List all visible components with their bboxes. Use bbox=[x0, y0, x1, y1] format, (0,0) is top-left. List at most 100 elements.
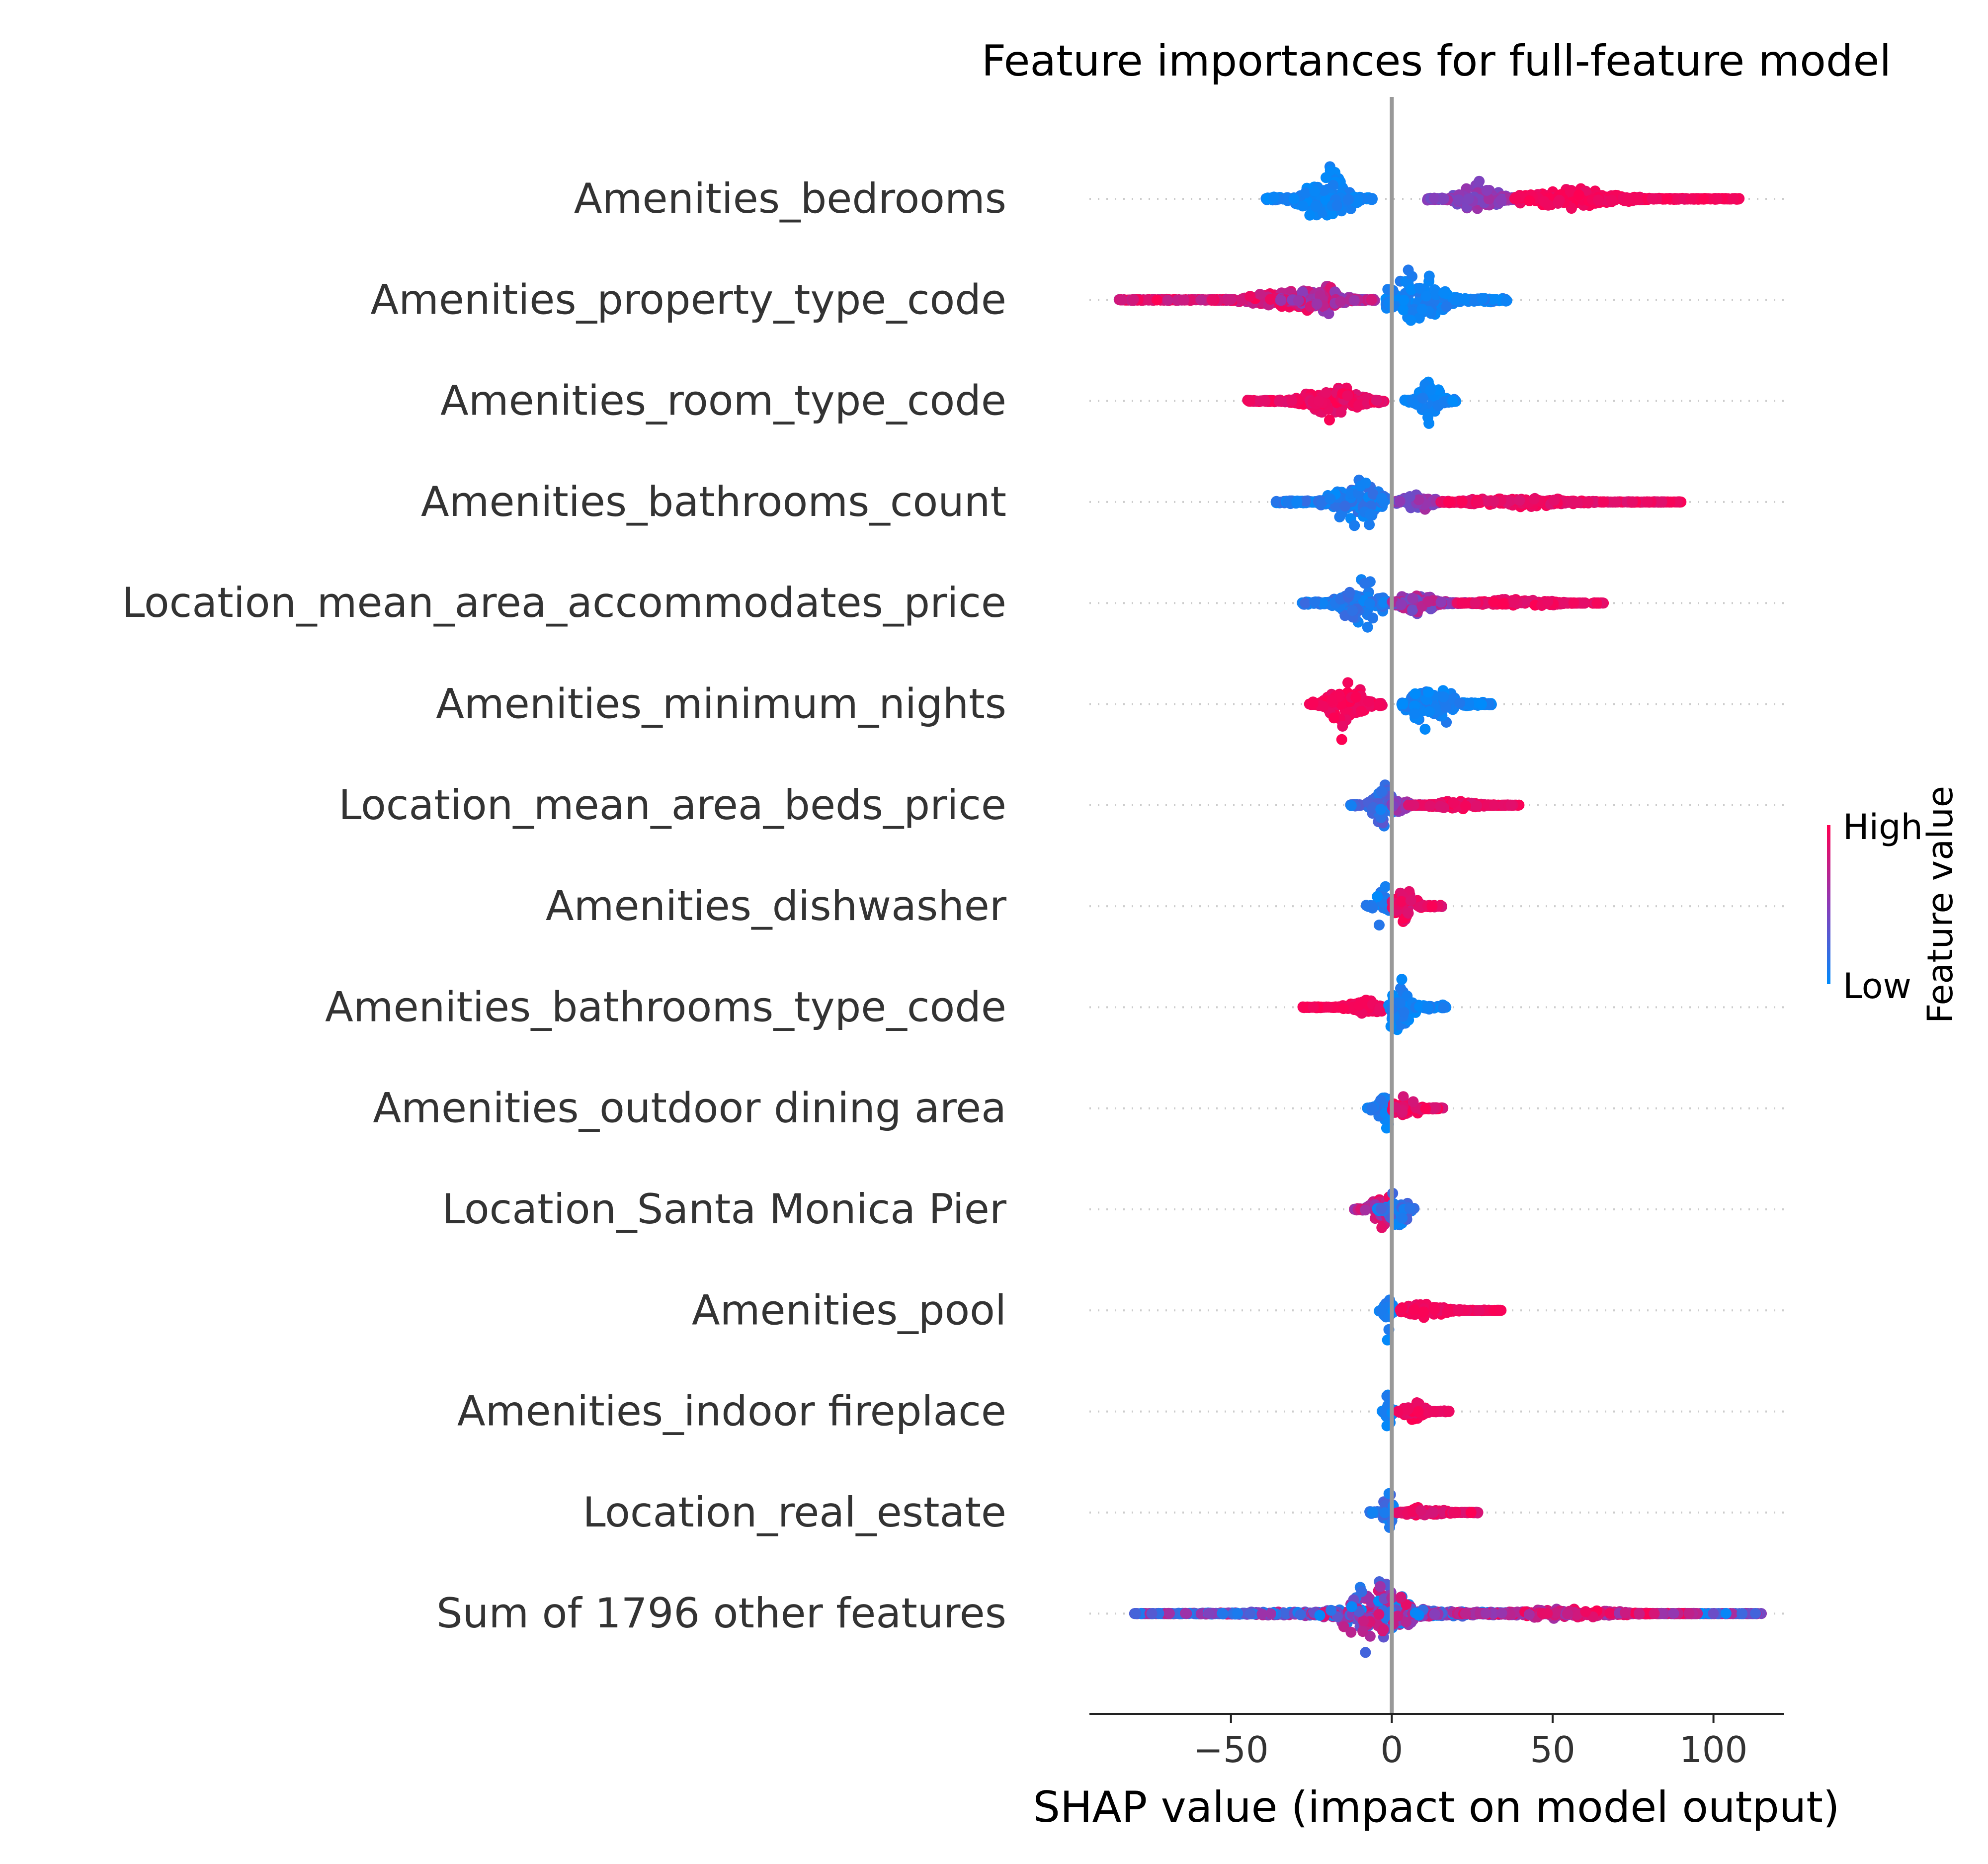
shap-point bbox=[1397, 698, 1408, 710]
shap-point bbox=[1300, 496, 1311, 507]
shap-point bbox=[1443, 497, 1454, 508]
shap-point bbox=[1468, 295, 1480, 306]
shap-point bbox=[1435, 596, 1447, 608]
shap-point bbox=[1338, 1003, 1349, 1015]
shap-point bbox=[1309, 596, 1321, 608]
shap-point bbox=[1409, 708, 1420, 719]
shap-point bbox=[1500, 295, 1512, 307]
shap-point bbox=[1712, 193, 1723, 205]
shap-point bbox=[1428, 192, 1440, 204]
shap-point bbox=[1412, 1406, 1424, 1417]
shap-point bbox=[1271, 496, 1282, 507]
shap-point bbox=[1418, 1306, 1429, 1318]
shap-point bbox=[1470, 597, 1481, 609]
shap-point bbox=[1524, 195, 1535, 206]
shap-point bbox=[1342, 677, 1353, 688]
shap-point bbox=[1116, 294, 1128, 306]
shap-point bbox=[1398, 1091, 1409, 1102]
shap-point bbox=[1315, 290, 1326, 301]
shap-point bbox=[1438, 1002, 1449, 1014]
shap-point bbox=[1448, 797, 1459, 808]
shap-point bbox=[1642, 496, 1653, 508]
shap-point bbox=[1408, 1506, 1419, 1517]
shap-point bbox=[1326, 694, 1337, 706]
shap-point bbox=[1342, 390, 1353, 402]
shap-point bbox=[1554, 194, 1565, 206]
shap-point bbox=[1429, 1304, 1440, 1315]
shap-point bbox=[1489, 800, 1500, 811]
shap-point bbox=[1355, 480, 1366, 492]
shap-point bbox=[1245, 395, 1256, 407]
shap-point bbox=[1372, 891, 1383, 902]
shap-point bbox=[1424, 385, 1436, 396]
shap-point bbox=[1348, 295, 1360, 306]
shap-point bbox=[1351, 197, 1363, 208]
shap-point bbox=[1415, 1505, 1427, 1516]
shap-point bbox=[1542, 596, 1554, 607]
shap-point bbox=[1327, 179, 1339, 191]
shap-point bbox=[1404, 491, 1415, 502]
shap-point bbox=[1453, 194, 1464, 206]
shap-point bbox=[1349, 520, 1360, 531]
shap-point bbox=[1416, 303, 1428, 315]
shap-point bbox=[1459, 294, 1470, 305]
shap-point bbox=[1307, 698, 1319, 709]
shap-point bbox=[1413, 494, 1424, 506]
shap-point bbox=[1582, 496, 1593, 508]
shap-point bbox=[1579, 597, 1590, 608]
shap-point bbox=[1381, 1122, 1392, 1134]
shap-point bbox=[1514, 495, 1525, 506]
shap-point bbox=[1656, 496, 1667, 508]
shap-point bbox=[1698, 193, 1710, 205]
shap-point bbox=[1375, 804, 1387, 815]
shap-point bbox=[1344, 587, 1355, 598]
shap-point bbox=[1297, 286, 1308, 298]
shap-point bbox=[1311, 298, 1323, 310]
shap-point bbox=[1438, 287, 1450, 299]
shap-point bbox=[1671, 496, 1683, 508]
shap-point bbox=[1405, 895, 1416, 906]
shap-point bbox=[1364, 508, 1376, 520]
shap-point bbox=[1685, 193, 1696, 205]
shap-point bbox=[1408, 1096, 1419, 1107]
shap-point bbox=[1465, 1507, 1477, 1518]
shap-point bbox=[1458, 597, 1470, 609]
shap-point bbox=[1364, 598, 1375, 609]
shap-point bbox=[1367, 1507, 1378, 1518]
shap-point bbox=[1435, 801, 1446, 812]
shap-point bbox=[1353, 1000, 1365, 1011]
shap-point bbox=[1308, 1002, 1319, 1013]
shap-point bbox=[1293, 295, 1304, 306]
shap-point bbox=[1142, 294, 1153, 305]
shap-point bbox=[1422, 1001, 1433, 1013]
shap-point bbox=[1265, 294, 1276, 305]
shap-point bbox=[1508, 595, 1519, 606]
shap-point bbox=[1423, 418, 1435, 429]
shap-point bbox=[1443, 1406, 1455, 1417]
shap-point bbox=[1417, 392, 1428, 404]
shap-point bbox=[1321, 172, 1331, 183]
shap-point bbox=[1409, 688, 1421, 699]
shap-point bbox=[1398, 1007, 1409, 1018]
shap-point bbox=[1528, 493, 1540, 505]
shap-point bbox=[1376, 785, 1387, 797]
shap-point bbox=[1375, 1305, 1387, 1317]
shap-point bbox=[1471, 800, 1483, 812]
shap-point bbox=[1454, 697, 1465, 709]
shap-point bbox=[1355, 705, 1367, 717]
shap-point bbox=[1438, 193, 1449, 204]
shap-point bbox=[1331, 200, 1343, 211]
shap-point bbox=[1463, 193, 1474, 205]
shap-point bbox=[1591, 597, 1603, 609]
shap-point bbox=[1396, 599, 1407, 610]
shap-point bbox=[1393, 1406, 1404, 1417]
shap-point bbox=[1395, 997, 1406, 1009]
shap-point bbox=[1336, 734, 1347, 745]
shap-point bbox=[1379, 1507, 1391, 1519]
shap-point bbox=[1297, 200, 1308, 212]
shap-point bbox=[1483, 193, 1494, 205]
shap-point bbox=[1300, 597, 1311, 609]
shap-point bbox=[1375, 1095, 1386, 1106]
shap-point bbox=[1407, 593, 1418, 604]
shap-point bbox=[1151, 294, 1162, 306]
